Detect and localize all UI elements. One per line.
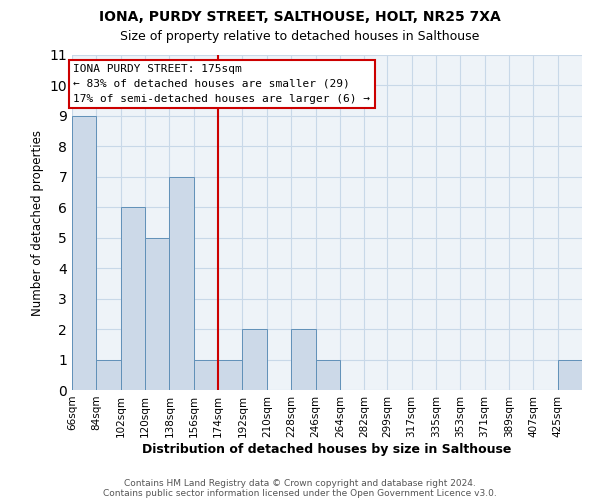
Text: Contains HM Land Registry data © Crown copyright and database right 2024.: Contains HM Land Registry data © Crown c… — [124, 478, 476, 488]
Text: Size of property relative to detached houses in Salthouse: Size of property relative to detached ho… — [121, 30, 479, 43]
Bar — [145, 238, 169, 390]
Bar — [557, 360, 582, 390]
Bar — [194, 360, 218, 390]
Bar — [72, 116, 97, 390]
Bar — [218, 360, 242, 390]
X-axis label: Distribution of detached houses by size in Salthouse: Distribution of detached houses by size … — [142, 442, 512, 456]
Bar — [169, 177, 194, 390]
Text: IONA, PURDY STREET, SALTHOUSE, HOLT, NR25 7XA: IONA, PURDY STREET, SALTHOUSE, HOLT, NR2… — [99, 10, 501, 24]
Text: IONA PURDY STREET: 175sqm
← 83% of detached houses are smaller (29)
17% of semi-: IONA PURDY STREET: 175sqm ← 83% of detac… — [73, 64, 370, 104]
Bar — [121, 208, 145, 390]
Text: Contains public sector information licensed under the Open Government Licence v3: Contains public sector information licen… — [103, 488, 497, 498]
Bar — [97, 360, 121, 390]
Bar — [316, 360, 340, 390]
Bar — [242, 329, 267, 390]
Y-axis label: Number of detached properties: Number of detached properties — [31, 130, 44, 316]
Bar — [291, 329, 316, 390]
